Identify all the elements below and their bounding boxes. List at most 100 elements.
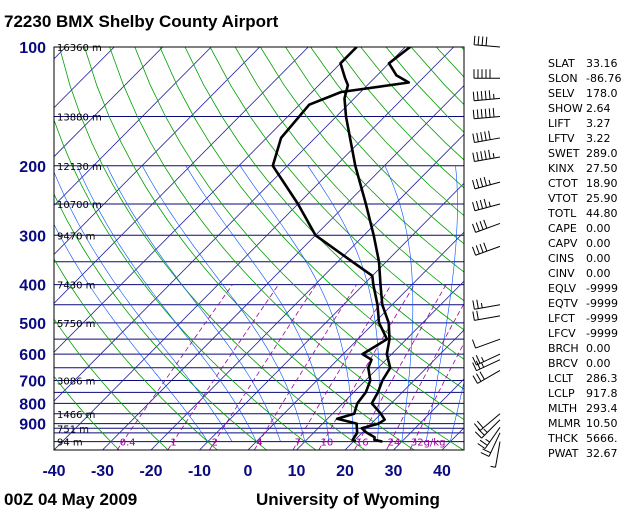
wind-barb-feather: [472, 375, 478, 384]
wind-barbs: [472, 35, 501, 468]
wind-barb-feather: [472, 339, 477, 349]
index-key: MLMR: [548, 417, 581, 430]
index-value: 32.67: [586, 447, 618, 460]
wind-barb: [473, 35, 501, 48]
index-key: SLON: [548, 72, 578, 85]
wind-barb-feather: [472, 362, 477, 371]
index-value: 917.8: [586, 387, 618, 400]
wind-barb: [472, 149, 501, 163]
mixing-ratio-label: 16: [356, 438, 369, 449]
moist-adiabat-grid: [54, 165, 464, 442]
index-value: 289.0: [586, 147, 618, 160]
index-row: MLTH 293.4: [548, 401, 621, 416]
wind-barb: [473, 69, 500, 79]
stability-indices-table: SLAT 33.16 SLON -86.76 SELV 178.0 SHOW 2.64 LIFT…: [548, 56, 621, 461]
wind-barb-feather: [472, 246, 477, 256]
mixing-ratio-line: [354, 284, 447, 450]
index-row: LCLT 286.3: [548, 371, 621, 386]
wind-barb-feather: [475, 360, 481, 370]
plot-frame: [53, 46, 465, 451]
moist-adiabat-line: [142, 165, 306, 442]
height-label: 7430 m: [57, 281, 95, 292]
index-value: 18.90: [586, 177, 618, 190]
wind-barb-feather: [488, 130, 491, 140]
index-key: LFTV: [548, 132, 575, 145]
index-value: -9999: [586, 297, 618, 310]
wind-barb: [472, 338, 501, 349]
wind-barb-half-feather: [490, 465, 496, 468]
wind-barb-feather: [488, 108, 491, 118]
index-key: BRCV: [548, 357, 578, 370]
index-row: CTOT 18.90: [548, 176, 621, 191]
index-value: 0.00: [586, 267, 611, 280]
wind-barb-staff: [494, 441, 501, 468]
wind-barb-feather: [485, 36, 488, 46]
dewpoint-profile: [271, 47, 411, 443]
index-value: 5666.: [586, 432, 618, 445]
mixing-ratio-line: [318, 284, 415, 450]
index-key: PWAT: [548, 447, 579, 460]
wind-barb-feather: [482, 448, 491, 454]
index-row: TOTL 44.80: [548, 206, 621, 221]
dry-adiabat-line: [109, 47, 464, 450]
wind-barb-feather: [477, 428, 485, 436]
index-key: SLAT: [548, 57, 575, 70]
wind-barb-feather: [475, 200, 480, 210]
wind-barb-feather: [472, 223, 477, 233]
wind-barb-feather: [472, 133, 475, 143]
wind-barb-half-feather: [481, 356, 485, 362]
index-value: 33.16: [586, 57, 618, 70]
wind-barb-feather: [484, 131, 487, 141]
wind-barb-feather: [473, 35, 476, 45]
height-label: 1466 m: [57, 410, 95, 421]
sounding-profiles: [271, 47, 411, 443]
dry-adiabat-line: [310, 47, 464, 217]
dry-adiabat-line: [209, 47, 464, 331]
wind-barb-staff: [484, 427, 501, 449]
index-row: EQTV -9999: [548, 296, 621, 311]
wind-barb-feather: [476, 91, 479, 101]
wind-barb-feather: [472, 300, 475, 310]
wind-barb-half-feather: [488, 179, 491, 185]
index-value: 3.22: [586, 132, 611, 145]
index-row: SELV 178.0: [548, 86, 621, 101]
wind-barb: [472, 310, 501, 321]
moist-adiabat-line: [54, 171, 233, 442]
isotherm-line: [0, 47, 17, 450]
wind-barb-half-feather: [480, 302, 483, 308]
pressure-tick-label: 900: [19, 417, 46, 434]
height-labels: 16360 m 13880 m 12130 m 10700 m 9470 m 7430 m…: [57, 43, 102, 449]
height-label: 9470 m: [57, 231, 95, 242]
isobar-grid: [54, 47, 464, 450]
index-key: EQTV: [548, 297, 578, 310]
index-value: 0.00: [586, 342, 611, 355]
index-key: LFCT: [548, 312, 575, 325]
wind-barb-feather: [492, 108, 495, 118]
wind-barb-feather: [479, 220, 484, 230]
dry-adiabat-line: [84, 47, 415, 450]
pressure-tick-label: 200: [19, 159, 46, 176]
moist-adiabat-line: [54, 223, 209, 442]
dry-adiabat-line: [59, 47, 366, 450]
wind-barb-half-feather: [488, 201, 491, 207]
moist-adiabat-line: [106, 165, 281, 442]
height-label: 3086 m: [57, 377, 95, 388]
wind-barb-feather: [472, 201, 476, 211]
wind-barb: [490, 441, 501, 468]
index-row: LIFT 3.27: [548, 116, 621, 131]
height-label: 13880 m: [57, 112, 102, 123]
wind-barb-feather: [481, 36, 484, 46]
index-row: LCLP 917.8: [548, 386, 621, 401]
isotherm-line: [393, 378, 464, 450]
wind-barb-feather: [483, 176, 487, 186]
temperature-tick-label: -40: [42, 463, 65, 480]
moist-adiabat-line: [384, 165, 414, 442]
index-value: -9999: [586, 312, 618, 325]
index-key: CTOT: [548, 177, 578, 190]
index-key: SELV: [548, 87, 575, 100]
wind-barb-feather: [472, 356, 477, 366]
chart-title: 72230 BMX Shelby County Airport: [4, 12, 279, 31]
height-label: 10700 m: [57, 200, 102, 211]
mixing-ratio-label: 0.4: [120, 438, 136, 449]
index-value: 25.90: [586, 192, 618, 205]
